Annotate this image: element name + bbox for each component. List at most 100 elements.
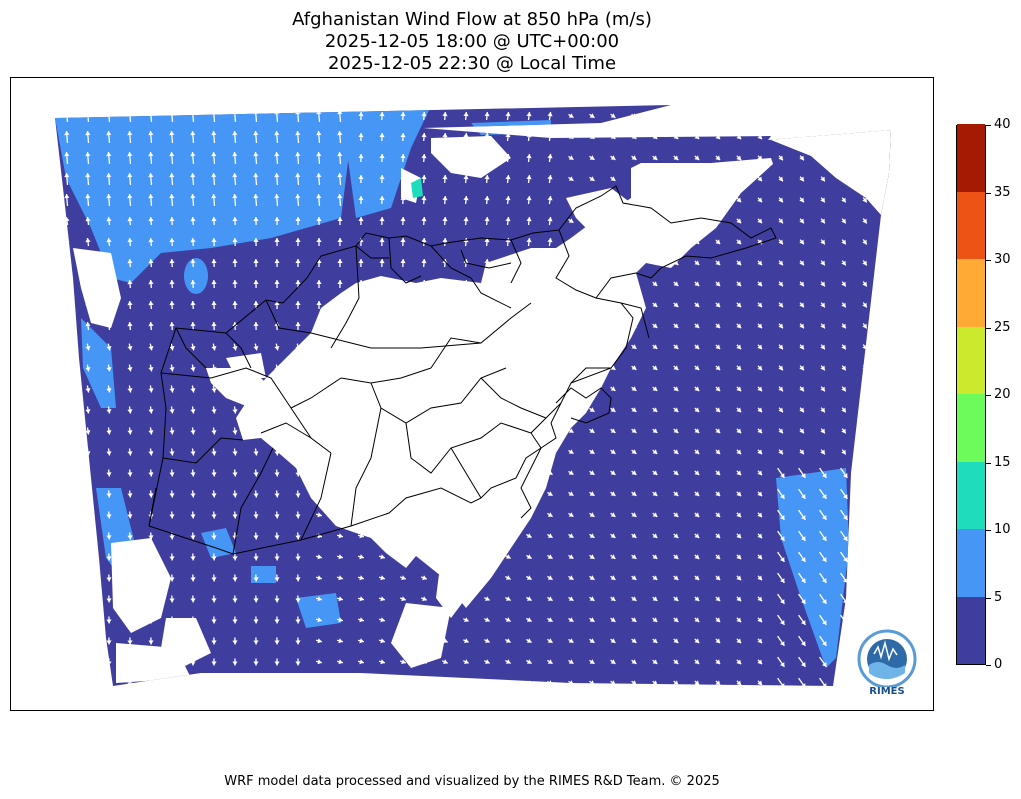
wind-arrow-head <box>253 472 259 477</box>
wind-arrow <box>882 467 890 479</box>
wind-arrow-head <box>652 302 658 307</box>
wind-arrow-head <box>801 578 806 583</box>
wind-arrow <box>86 490 90 498</box>
wind-arrow-head <box>589 491 595 496</box>
wind-arrow-head <box>820 197 825 203</box>
wind-arrow <box>862 113 868 119</box>
wind-arrow-head <box>694 302 700 307</box>
wind-arrow-head <box>673 428 679 433</box>
wind-arrow-head <box>568 134 574 139</box>
wind-arrow-head <box>127 430 133 435</box>
wind-arrow-head <box>673 344 679 349</box>
wind-arrow-head <box>232 301 238 306</box>
wind-arrow-head <box>610 533 616 538</box>
wind-arrow-head <box>631 596 637 601</box>
wind-arrow-head <box>253 152 259 157</box>
wind-arrow-head <box>631 554 637 559</box>
wind-arrow-head <box>190 217 196 222</box>
wind-arrow-head <box>463 154 469 159</box>
colorbar-tick-label: 10 <box>994 522 1011 537</box>
wind-arrow-head <box>232 430 238 435</box>
wind-arrow-head <box>442 112 448 117</box>
wind-arrow-head <box>190 451 196 456</box>
wind-arrow-head <box>190 472 196 477</box>
wind-arrow-head <box>317 575 322 581</box>
wind-arrow-head <box>631 260 637 265</box>
wind-arrow-head <box>484 301 490 306</box>
wind-arrow-head <box>801 620 806 625</box>
wind-arrow-head <box>631 638 637 643</box>
wind-arrow-head <box>211 367 217 372</box>
wind-arrow-head <box>757 155 762 161</box>
wind-arrow-head <box>568 155 574 160</box>
wind-arrow-head <box>885 578 890 583</box>
wind-arrow-head <box>820 407 825 413</box>
wind-arrow-head <box>841 134 846 140</box>
wind-arrow-head <box>464 428 469 433</box>
wind-arrow-head <box>401 428 406 434</box>
wind-arrow-head <box>421 175 427 180</box>
wind-arrow-head <box>422 470 427 476</box>
wind-arrow-head <box>338 449 343 455</box>
wind-arrow-head <box>190 409 196 414</box>
wind-arrow-head <box>547 575 553 580</box>
wind-arrow-head <box>379 196 385 201</box>
wind-arrow-head <box>568 113 574 118</box>
wind-arrow-head <box>148 110 154 115</box>
wind-arrow-head <box>211 493 217 498</box>
wind-arrow-head <box>211 110 217 115</box>
wind-arrow-head <box>106 367 112 372</box>
wind-arrow-head <box>610 281 616 286</box>
wind-arrow-head <box>610 512 616 517</box>
wind-arrow-head <box>317 470 322 476</box>
wind-arrow-head <box>547 491 553 496</box>
wind-arrow-head <box>190 152 196 157</box>
wind-arrow-head <box>64 322 70 327</box>
wind-arrow-head <box>589 659 595 664</box>
wind-arrow-head <box>820 344 825 350</box>
wind-arrow-head <box>652 449 658 454</box>
wind-arrow-head <box>401 680 406 686</box>
wind-arrow-head <box>232 451 238 456</box>
wind-arrow-head <box>400 133 406 138</box>
wind-arrow-head <box>631 449 637 454</box>
wind-arrow-head <box>862 218 867 224</box>
wind-arrow-head <box>274 514 280 519</box>
wind-arrow-head <box>652 554 658 559</box>
wind-arrow-head <box>883 113 888 119</box>
wind-arrow-head <box>843 557 848 562</box>
wind-arrow-head <box>64 131 70 136</box>
wind-arrow-head <box>505 196 511 201</box>
wind-arrow-head <box>484 175 490 180</box>
wind-arrow-head <box>232 259 238 264</box>
wind-arrow-head <box>295 388 301 393</box>
wind-arrow-head <box>253 640 259 645</box>
wind-arrow <box>66 511 68 519</box>
wind-arrow-head <box>862 407 867 413</box>
wind-arrow-head <box>169 598 175 603</box>
wind-arrow-head <box>85 322 91 327</box>
wind-arrow-head <box>778 155 783 161</box>
wind-arrow <box>883 197 889 203</box>
wind-arrow-head <box>799 260 804 266</box>
wind-arrow-head <box>190 194 196 199</box>
wind-arrow-head <box>127 280 133 285</box>
wind-arrow-head <box>778 344 783 350</box>
wind-arrow-head <box>148 238 154 243</box>
wind-arrow-head <box>885 494 890 499</box>
wind-arrow-head <box>127 367 133 372</box>
wind-arrow-head <box>843 578 848 583</box>
wind-map-svg <box>55 105 891 686</box>
wind-arrow-head <box>442 301 448 306</box>
wind-arrow-head <box>232 598 238 603</box>
wind-arrow-head <box>822 599 827 604</box>
wind-arrow-head <box>64 535 70 540</box>
wind-arrow-head <box>694 365 700 370</box>
wind-arrow-head <box>169 640 175 645</box>
wind-arrow-head <box>841 260 846 266</box>
colorbar-tick <box>986 125 991 126</box>
wind-arrow-head <box>484 238 490 243</box>
wind-arrow-head <box>631 323 637 328</box>
wind-arrow-head <box>547 365 553 370</box>
wind-arrow-head <box>253 346 259 351</box>
